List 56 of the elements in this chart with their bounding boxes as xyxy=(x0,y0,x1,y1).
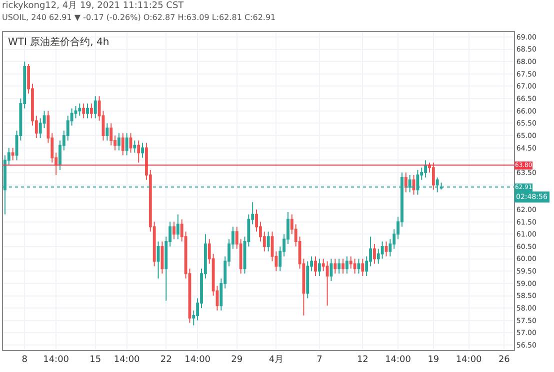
candlestick xyxy=(117,132,120,151)
x-tick-label: 14:00 xyxy=(456,354,482,365)
candlestick xyxy=(357,258,360,274)
candlestick xyxy=(172,221,176,240)
candlestick xyxy=(82,102,86,119)
candlestick xyxy=(125,132,128,156)
text: USOIL, 240 62.91 ▼ -0.17 (-0.26%) O:62.87 H:63.09 L:62.81 C:62.91 xyxy=(2,13,276,22)
candlestick xyxy=(86,102,89,119)
candlestick xyxy=(121,132,124,156)
candlestick xyxy=(78,102,82,116)
candlestick xyxy=(361,258,364,277)
text: rickykong12, 4月 19, 2021 11:11:25 CST xyxy=(2,1,184,11)
candlestick xyxy=(412,174,416,196)
candlestick xyxy=(133,140,136,154)
candlestick xyxy=(326,260,329,306)
candlestick xyxy=(334,258,337,274)
candlestick xyxy=(129,132,132,154)
candlestick xyxy=(94,96,97,119)
x-tick-label: 7 xyxy=(316,354,322,365)
x-tick-label: 8 xyxy=(22,354,28,365)
candlestick xyxy=(384,241,388,257)
candlestick xyxy=(432,162,435,190)
x-tick-label: 26 xyxy=(498,354,510,365)
candlestick xyxy=(137,140,140,164)
candlestick xyxy=(160,241,164,274)
candlestick xyxy=(404,172,408,193)
text: WTI 原油差价合约, 4h xyxy=(8,36,110,48)
x-tick-label: 12 xyxy=(356,354,368,365)
candlestick xyxy=(353,258,356,274)
candlestick xyxy=(345,256,348,274)
candlestick xyxy=(424,160,428,178)
x-tick-label: 14:00 xyxy=(184,354,211,365)
candlestick xyxy=(141,142,144,158)
candlestick xyxy=(330,258,333,282)
candlestick xyxy=(306,260,310,299)
candlestick xyxy=(176,214,180,240)
candlestick xyxy=(338,258,341,274)
candlestick xyxy=(372,244,376,264)
candlestick xyxy=(156,241,160,280)
candlestick xyxy=(314,256,317,277)
x-tick-label: 22 xyxy=(160,354,172,365)
x-tick-label: 14:00 xyxy=(114,354,140,365)
candlestick xyxy=(90,102,93,119)
x-tick-label: 19 xyxy=(428,354,440,365)
x-tick-label: 15 xyxy=(90,354,102,365)
candlestick xyxy=(106,122,109,141)
candlestick xyxy=(342,258,344,274)
candlestick xyxy=(318,258,321,277)
x-tick-label: 4月 xyxy=(268,354,284,365)
x-tick-label: 29 xyxy=(231,354,243,365)
candlestick xyxy=(349,256,352,270)
candlestick xyxy=(380,241,384,260)
x-tick-label: 14:00 xyxy=(43,354,70,365)
x-tick-label: 14:00 xyxy=(385,354,412,365)
candlestick xyxy=(266,231,270,252)
candlestick xyxy=(11,147,14,161)
